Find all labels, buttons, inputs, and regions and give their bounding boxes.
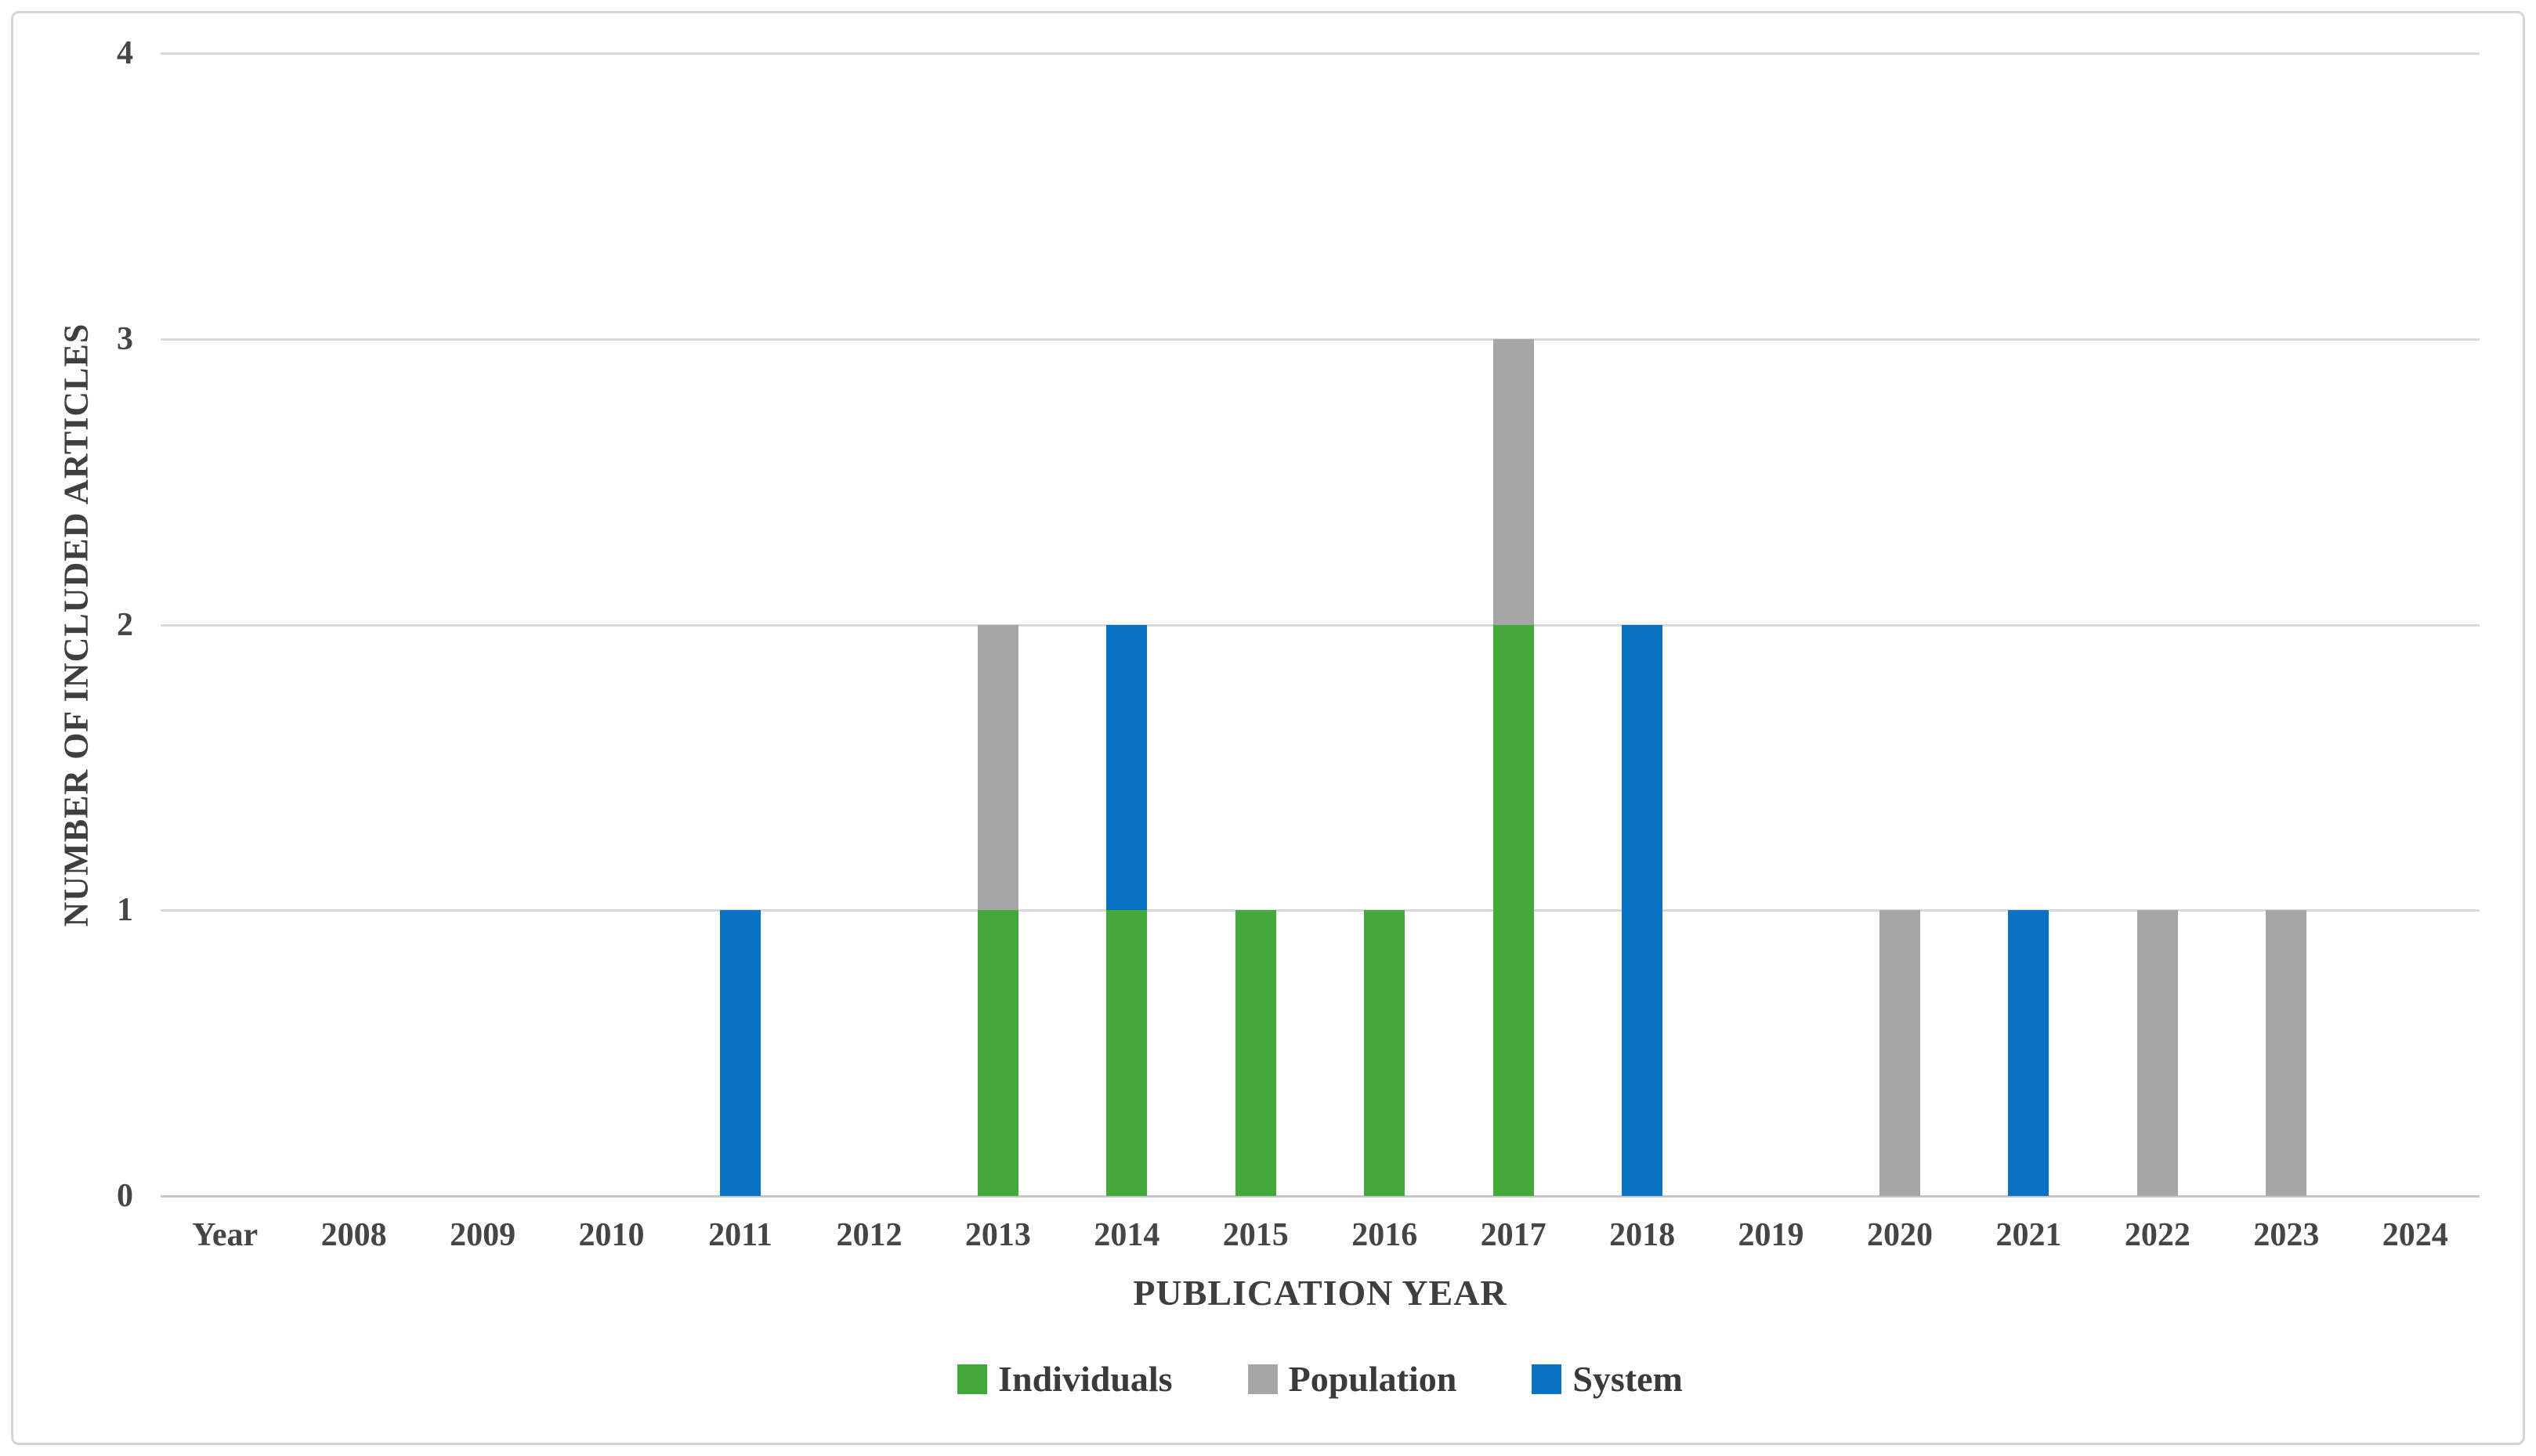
x-tick-label-2011: 2011 xyxy=(708,1217,772,1253)
bar-2013-individuals xyxy=(977,910,1018,1196)
gridline-y-1 xyxy=(161,909,2480,912)
legend-swatch-individuals xyxy=(957,1364,988,1394)
legend-swatch-population xyxy=(1247,1364,1278,1394)
x-tick-label-2021: 2021 xyxy=(1995,1217,2062,1253)
x-tick-label-year: Year xyxy=(192,1217,259,1253)
x-tick-label-2019: 2019 xyxy=(1738,1217,1804,1253)
bar-2020-population xyxy=(1879,910,1920,1196)
bar-2014-individuals xyxy=(1106,910,1148,1196)
x-tick-label-2014: 2014 xyxy=(1094,1217,1160,1253)
x-tick-label-2020: 2020 xyxy=(1866,1217,1933,1253)
x-tick-label-2016: 2016 xyxy=(1351,1217,1418,1253)
legend-item-population: Population xyxy=(1247,1359,1457,1399)
legend-label-individuals: Individuals xyxy=(998,1359,1173,1399)
bar-2017-individuals xyxy=(1492,624,1534,1196)
x-tick-label-2017: 2017 xyxy=(1480,1217,1547,1253)
x-tick-label-2024: 2024 xyxy=(2382,1217,2448,1253)
legend-item-individuals: Individuals xyxy=(957,1359,1173,1399)
x-tick-label-2022: 2022 xyxy=(2124,1217,2191,1253)
x-tick-label-2013: 2013 xyxy=(964,1217,1031,1253)
y-axis-title: NUMBER OF INCLUDED ARTICLES xyxy=(56,323,96,927)
bar-2023-population xyxy=(2266,910,2307,1196)
legend: Individuals Population System xyxy=(161,1361,2480,1397)
gridline-y-2 xyxy=(161,623,2480,627)
y-tick-label-0: 0 xyxy=(117,1178,133,1214)
x-tick-label-2023: 2023 xyxy=(2253,1217,2320,1253)
x-axis-title: PUBLICATION YEAR xyxy=(1133,1273,1507,1313)
legend-label-population: Population xyxy=(1288,1359,1457,1399)
bar-2022-population xyxy=(2136,910,2178,1196)
x-tick-label-2009: 2009 xyxy=(450,1217,516,1253)
gridline-y-3 xyxy=(161,338,2480,341)
y-tick-label-2: 2 xyxy=(117,606,133,643)
bar-2011-system xyxy=(720,910,761,1196)
chart-border xyxy=(11,11,2525,1445)
x-tick-label-2015: 2015 xyxy=(1222,1217,1289,1253)
x-tick-label-2018: 2018 xyxy=(1609,1217,1676,1253)
x-tick-label-2008: 2008 xyxy=(320,1217,387,1253)
bar-2018-system xyxy=(1622,624,1663,1196)
bar-2017-population xyxy=(1492,338,1534,625)
x-tick-label-2012: 2012 xyxy=(836,1217,903,1253)
y-tick-label-1: 1 xyxy=(117,892,133,929)
x-tick-label-2010: 2010 xyxy=(578,1217,645,1253)
legend-label-system: System xyxy=(1572,1359,1683,1399)
bar-2016-individuals xyxy=(1364,910,1405,1196)
y-tick-label-4: 4 xyxy=(117,35,133,71)
bar-2014-system xyxy=(1106,624,1148,911)
x-axis-line xyxy=(161,1195,2480,1198)
gridline-y-4 xyxy=(161,52,2480,55)
bar-2015-individuals xyxy=(1235,910,1276,1196)
bar-2013-population xyxy=(977,624,1018,911)
legend-swatch-system xyxy=(1532,1364,1562,1394)
y-tick-label-3: 3 xyxy=(117,320,133,357)
legend-item-system: System xyxy=(1532,1361,1683,1397)
bar-2021-system xyxy=(2008,910,2049,1196)
